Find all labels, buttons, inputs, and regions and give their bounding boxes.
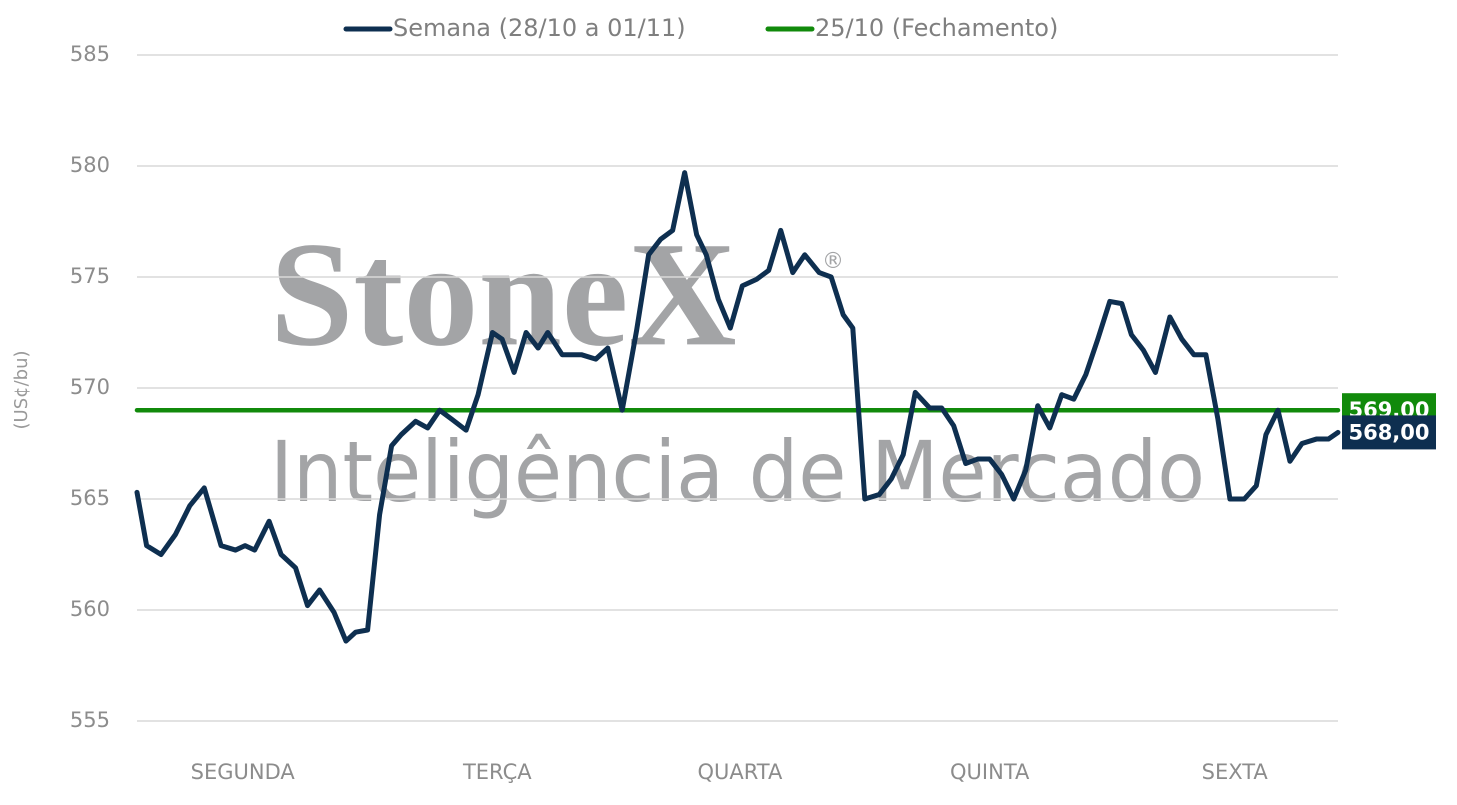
watermark-tagline: Inteligência de Mercado [270, 423, 1205, 521]
x-tick-label: SEGUNDA [191, 760, 296, 784]
y-tick-label: 580 [70, 153, 110, 177]
legend-label: Semana (28/10 a 01/11) [393, 14, 686, 42]
y-tick-label: 560 [70, 597, 110, 621]
legend-label: 25/10 (Fechamento) [815, 14, 1058, 42]
series-line [134, 170, 1341, 644]
y-tick-label: 575 [70, 264, 110, 288]
x-tick-label: QUINTA [950, 760, 1030, 784]
y-axis-label: (US¢/bu) [11, 351, 32, 430]
y-tick-label: 570 [70, 375, 110, 399]
watermark-mark: ® [822, 249, 844, 274]
x-tick-label: QUARTA [697, 760, 783, 784]
y-tick-label: 585 [70, 42, 110, 66]
watermark: StoneX ® Inteligência de Mercado [270, 211, 1205, 521]
end-label: 568,00 [1348, 420, 1429, 444]
end-label-box [1342, 415, 1436, 450]
y-tick-label: 565 [70, 486, 110, 510]
y-tick-label: 555 [70, 708, 110, 732]
x-tick-label: SEXTA [1202, 760, 1269, 784]
x-tick-label: TERÇA [462, 760, 532, 784]
